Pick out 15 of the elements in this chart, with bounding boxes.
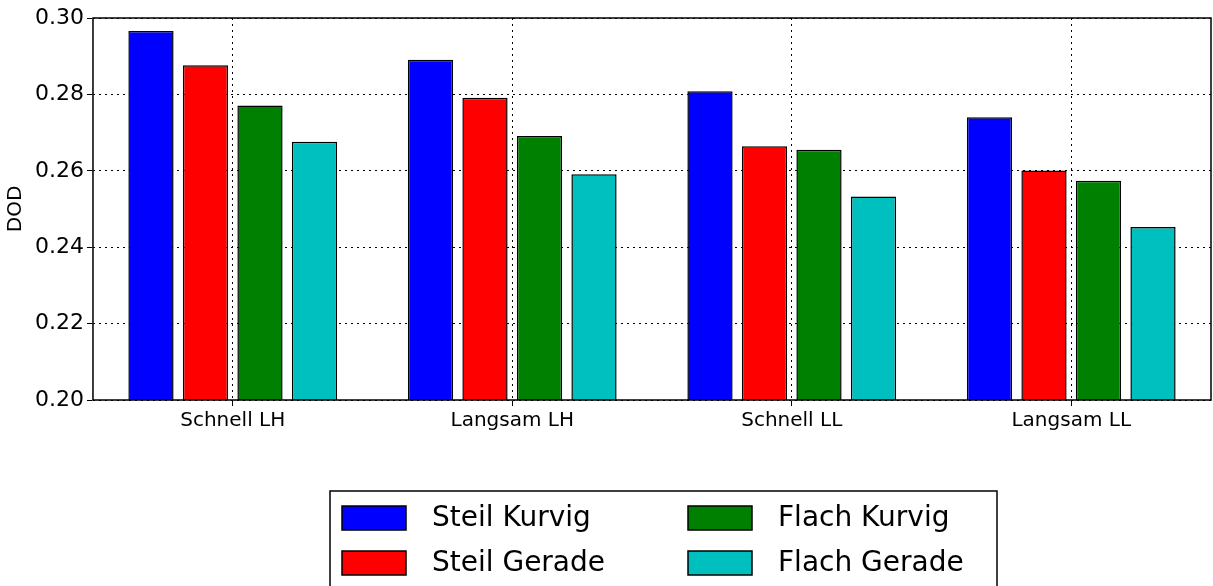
x-tick-label: Langsam LL [1011, 407, 1132, 432]
legend-label: Steil Kurvig [432, 500, 591, 534]
y-tick-label: 0.30 [35, 3, 84, 29]
legend-label: Flach Kurvig [778, 500, 950, 534]
y-tick-label: 0.28 [35, 80, 84, 106]
y-tick-label: 0.20 [35, 385, 84, 411]
x-tick-label: Schnell LL [741, 407, 844, 432]
y-tick-label: 0.24 [35, 232, 84, 258]
y-axis-title: DOD [2, 185, 27, 233]
legend-label: Flach Gerade [778, 545, 964, 579]
y-tick-label: 0.22 [35, 309, 84, 335]
x-tick-label: Schnell LH [180, 407, 286, 432]
x-tick-label: Langsam LH [450, 407, 574, 432]
y-tick-label: 0.26 [35, 156, 84, 182]
legend-label: Steil Gerade [432, 545, 606, 579]
